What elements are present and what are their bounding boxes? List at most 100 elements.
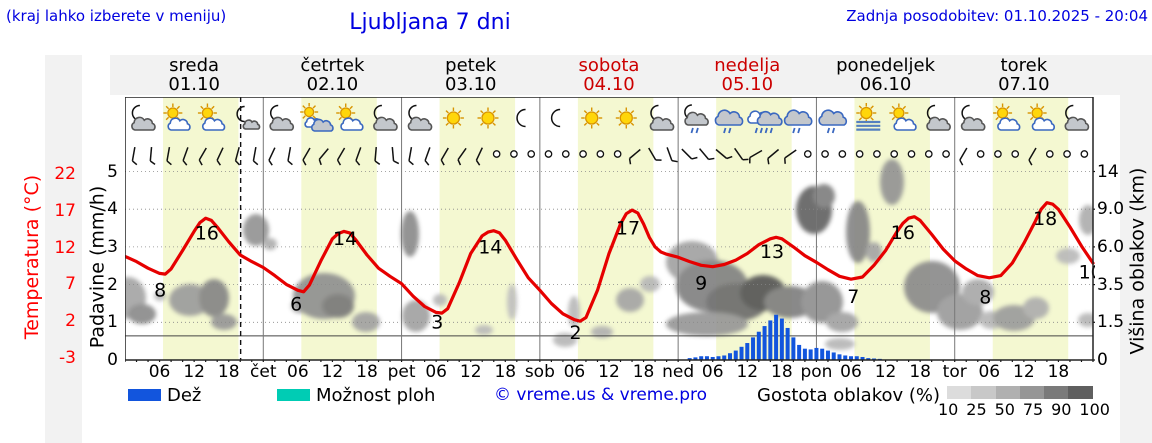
sun-icon — [442, 107, 464, 129]
day-name: ponedeljek — [836, 55, 936, 76]
cloud-tick-label: 0 — [1097, 350, 1108, 370]
svg-text:9: 9 — [695, 273, 707, 295]
day-name: sobota — [578, 55, 640, 76]
cloud-rain-icon — [714, 109, 744, 134]
hour-tick-label: 18 — [217, 362, 240, 382]
hour-tick-label: 12 — [321, 362, 344, 382]
hour-tick-label: 06 — [840, 362, 862, 382]
svg-text:6: 6 — [290, 293, 302, 315]
day-header: sreda 01.10 — [125, 56, 263, 94]
day-name: četrtek — [300, 55, 365, 76]
cloud-tick-label: 3.5 — [1097, 274, 1125, 295]
temp-tick-label: -3 — [59, 348, 76, 368]
precip-tick-label: 3 — [107, 236, 118, 257]
day-abbrev-label: pet — [387, 362, 416, 382]
credit-link[interactable]: © vreme.us & vreme.pro — [494, 385, 708, 405]
cloud-tick-label: 6.0 — [1097, 236, 1125, 257]
day-header: petek 03.10 — [402, 56, 540, 94]
weather-icons — [131, 103, 1090, 134]
hour-tick-label: 18 — [1047, 362, 1070, 382]
day-name: nedelja — [714, 55, 781, 76]
moon-cloud-icon — [131, 104, 156, 131]
density-tick-label: 50 — [994, 400, 1015, 419]
precip-tick-label: 2 — [107, 274, 118, 295]
day-abbrev-label: čet — [250, 362, 277, 382]
day-date: 02.10 — [306, 74, 359, 95]
hour-tick-label: 06 — [425, 362, 447, 382]
sun-cloud-icon — [163, 103, 191, 131]
density-scale-segment — [1068, 386, 1093, 399]
cloud-cover-blobs — [125, 159, 1093, 350]
sun-icon — [477, 107, 499, 129]
hour-tick-label: 06 — [701, 362, 724, 382]
wind-symbols — [131, 146, 1106, 166]
rain-legend-swatch — [128, 389, 161, 401]
day-date: 04.10 — [583, 74, 635, 95]
menu-hint: (kraj lahko izberete v meniju) — [6, 7, 227, 25]
precip-tick-label: 4 — [107, 199, 118, 220]
svg-text:14: 14 — [478, 237, 502, 259]
hour-tick-label: 06 — [148, 362, 171, 382]
cloud-density-label: Gostota oblakov (%) — [753, 385, 945, 406]
hour-tick-label: 18 — [632, 362, 655, 382]
cloud-rain-icon — [783, 109, 813, 134]
moon-cloud-small-icon — [236, 105, 261, 130]
day-name: torek — [1000, 55, 1048, 76]
hour-tick-label: 06 — [978, 362, 1001, 382]
sun-cloud-icon — [336, 103, 364, 131]
day-date: 03.10 — [444, 74, 497, 95]
day-header-band — [110, 55, 1152, 95]
sun-icon — [615, 107, 637, 129]
svg-text:2: 2 — [570, 322, 582, 344]
cloud-density-scale — [947, 386, 1093, 399]
cloud-heavy-rain-icon — [747, 110, 783, 134]
moon-icon — [516, 108, 526, 128]
cloud-tick-label: 1.5 — [1097, 312, 1125, 333]
density-tick-label: 25 — [966, 400, 987, 419]
density-scale-segment — [971, 386, 996, 399]
cloud-tick-label: 14 — [1097, 161, 1119, 182]
day-header: torek 07.10 — [955, 56, 1093, 94]
moon-cloud-icon — [1064, 104, 1090, 131]
moon-cloud-icon — [269, 104, 295, 131]
hour-tick-label: 12 — [459, 362, 482, 382]
cloud-tick-label: 9.0 — [1097, 199, 1125, 220]
temp-tick-label: 22 — [54, 164, 76, 184]
showers-legend-label: Možnost ploh — [312, 385, 440, 406]
moon-cloud-icon — [960, 104, 986, 131]
day-date: 05.10 — [721, 74, 774, 95]
sun-icon — [581, 107, 603, 129]
density-tick-label: 90 — [1051, 400, 1072, 419]
svg-text:18: 18 — [1033, 208, 1057, 230]
hour-tick-label: 12 — [183, 362, 205, 382]
sun-cloud-icon — [197, 103, 226, 131]
precip-tick-label: 5 — [107, 161, 118, 182]
temperature-curve — [123, 201, 1095, 323]
svg-text:7: 7 — [847, 286, 859, 308]
hour-tick-label: 12 — [736, 362, 759, 382]
sun-cloud-icon — [993, 103, 1021, 131]
moon-cloud-icon — [373, 104, 398, 131]
day-header: nedelja 05.10 — [678, 56, 816, 94]
temp-tick-label: 7 — [65, 274, 76, 295]
svg-text:8: 8 — [154, 279, 166, 301]
gridlines — [125, 97, 1093, 360]
sun-fog-icon — [856, 103, 881, 131]
hour-tick-label: 18 — [356, 362, 378, 382]
moon-cloud-icon — [407, 104, 433, 131]
hour-tick-label: 18 — [771, 362, 793, 382]
day-abbrev-label: sob — [524, 362, 555, 382]
day-date: 06.10 — [859, 74, 912, 95]
day-header: četrtek 02.10 — [263, 56, 401, 94]
precipitation-bars — [687, 314, 882, 360]
day-header: sobota 04.10 — [540, 56, 678, 94]
cloud-density-ticks: 10 25 50 75 90 100 — [938, 400, 1110, 419]
page-title: Ljubljana 7 dni — [349, 10, 511, 35]
moon-cloud-icon — [649, 104, 675, 131]
moon-cloud-rain-icon — [684, 104, 709, 134]
day-header: ponedeljek 06.10 — [816, 56, 954, 94]
